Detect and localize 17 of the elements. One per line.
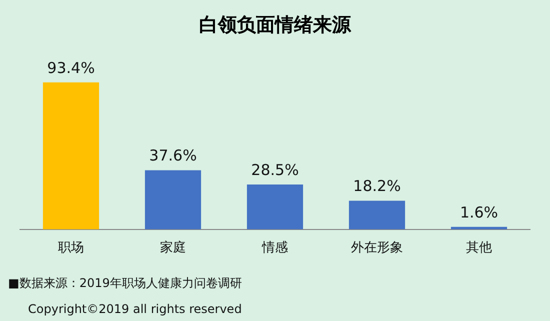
data-label: 93.4% <box>47 58 95 77</box>
bar <box>144 170 202 230</box>
text: ■数据来源：2019年职场人健康力问卷调研 <box>7 275 243 292</box>
data-label: 1.6% <box>460 203 498 222</box>
chart-title: 白领负面情绪来源 <box>198 13 352 38</box>
x-tick-label: 外在形象 <box>351 240 403 256</box>
bar <box>42 82 100 230</box>
data-label: 37.6% <box>149 146 197 165</box>
x-tick-label: 情感 <box>261 240 288 256</box>
bar <box>246 184 304 230</box>
x-tick-label: 其他 <box>466 240 492 256</box>
text: Copyright©2019 all rights reserved <box>27 302 243 316</box>
bar <box>348 200 406 230</box>
x-tick-label: 家庭 <box>160 240 186 256</box>
x-tick-label: 职场 <box>58 240 84 256</box>
data-label: 28.5% <box>251 160 299 179</box>
data-label: 18.2% <box>353 177 401 196</box>
